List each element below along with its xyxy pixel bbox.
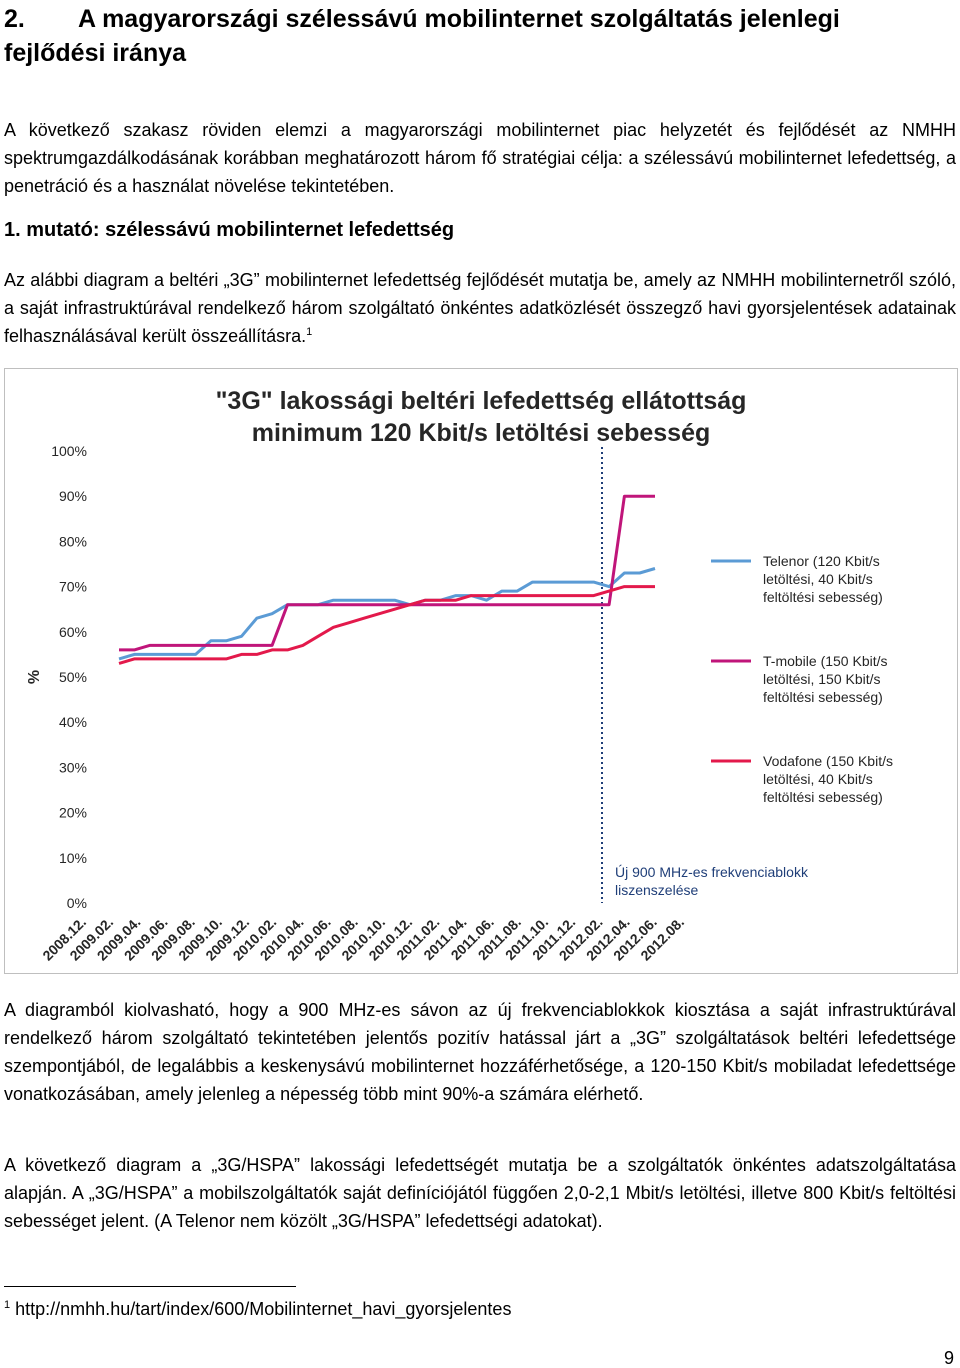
y-tick-label: 100% <box>51 443 87 459</box>
y-tick-label: 80% <box>59 533 87 549</box>
chart-intro-paragraph: Az alábbi diagram a beltéri „3G” mobilin… <box>4 266 956 350</box>
section-heading: 2. A magyarországi szélessávú mobilintern… <box>4 2 944 70</box>
indicator-subheading: 1. mutató: szélessávú mobilinternet lefe… <box>4 219 455 241</box>
y-tick-label: 70% <box>59 579 87 595</box>
legend-label-2: feltöltési sebesség) <box>763 689 883 705</box>
y-tick-label: 10% <box>59 850 87 866</box>
legend-label-2: T-mobile (150 Kbit/s <box>763 653 888 669</box>
legend-label-1: letöltési, 40 Kbit/s <box>763 571 873 587</box>
section-title: A magyarországi szélessávú mobilinternet… <box>4 5 840 67</box>
legend-label-3: letöltési, 40 Kbit/s <box>763 771 873 787</box>
coverage-chart: "3G" lakossági beltéri lefedettség ellát… <box>4 368 958 974</box>
page-number: 9 <box>943 1348 954 1368</box>
legend-label-1: feltöltési sebesség) <box>763 589 883 605</box>
footnote-separator <box>4 1286 296 1287</box>
footnote: 1 http://nmhh.hu/tart/index/600/Mobilint… <box>4 1296 511 1322</box>
y-tick-label: 0% <box>67 895 87 911</box>
series-line-2 <box>119 494 655 652</box>
y-tick-label: 60% <box>59 624 87 640</box>
y-tick-label: 40% <box>59 714 87 730</box>
analysis-paragraph: A diagramból kiolvasható, hogy a 900 MHz… <box>4 1000 956 1104</box>
legend-label-1: Telenor (120 Kbit/s <box>763 553 880 569</box>
y-tick-label: 30% <box>59 759 87 775</box>
chart-intro-text: Az alábbi diagram a beltéri „3G” mobilin… <box>4 270 956 346</box>
legend-label-3: Vodafone (150 Kbit/s <box>763 753 893 769</box>
y-tick-label: 20% <box>59 805 87 821</box>
y-tick-label: 50% <box>59 669 87 685</box>
series-line-1 <box>118 567 656 661</box>
chart-title-line-2: minimum 120 Kbit/s letöltési sebesség <box>252 419 711 447</box>
y-axis-label: % <box>26 670 43 684</box>
footnote-ref: 1 <box>306 326 313 338</box>
intro-paragraph: A következő szakasz röviden elemzi a mag… <box>4 120 956 196</box>
legend-label-2: letöltési, 150 Kbit/s <box>763 671 881 687</box>
next-chart-paragraph: A következő diagram a „3G/HSPA” lakosság… <box>4 1155 956 1231</box>
licensing-annotation: Új 900 MHz-es frekvenciablokk <box>615 864 809 880</box>
chart-title-line-1: "3G" lakossági beltéri lefedettség ellát… <box>216 387 747 415</box>
coverage-chart-svg: "3G" lakossági beltéri lefedettség ellát… <box>26 387 893 964</box>
y-tick-label: 90% <box>59 488 87 504</box>
licensing-annotation: liszenszelése <box>615 882 698 898</box>
section-number: 2. <box>4 5 25 33</box>
series-line-3 <box>118 585 655 665</box>
legend-label-3: feltöltési sebesség) <box>763 789 883 805</box>
footnote-number: 1 <box>4 1299 11 1311</box>
footnote-link[interactable]: http://nmhh.hu/tart/index/600/Mobilinter… <box>15 1299 512 1319</box>
